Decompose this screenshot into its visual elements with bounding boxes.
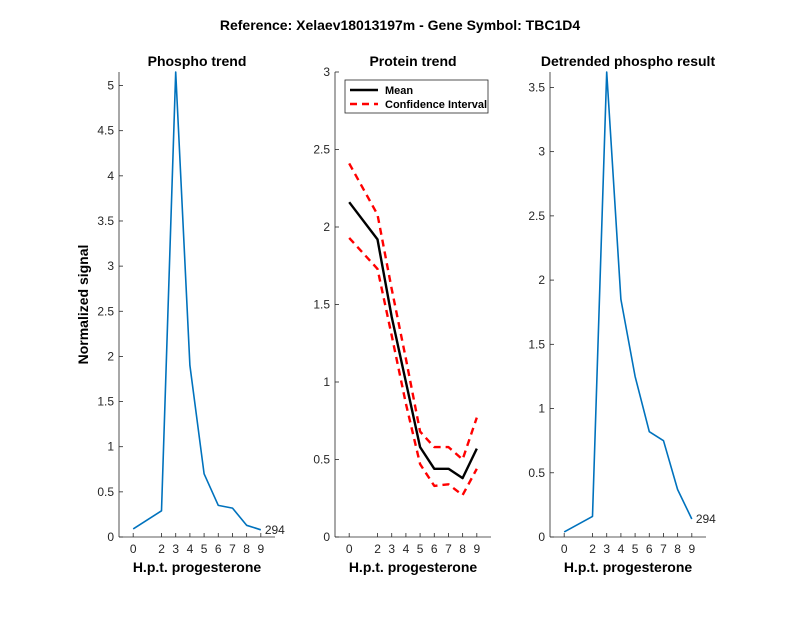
y-tick-label: 2 — [107, 349, 114, 363]
x-tick-label: 2 — [589, 542, 596, 556]
y-tick-label: 3 — [538, 145, 545, 159]
y-tick-label: 2 — [538, 273, 545, 287]
y-tick-label: 0.5 — [528, 466, 545, 480]
x-tick-label: 9 — [688, 542, 695, 556]
figure-title: Reference: Xelaev18013197m - Gene Symbol… — [220, 17, 580, 33]
x-tick-label: 0 — [561, 542, 568, 556]
x-tick-label: 4 — [403, 542, 410, 556]
y-tick-label: 0 — [107, 530, 114, 544]
y-tick-label: 1 — [107, 440, 114, 454]
x-tick-label: 3 — [603, 542, 610, 556]
panel-title: Phospho trend — [148, 53, 247, 69]
y-tick-label: 1 — [323, 375, 330, 389]
x-tick-label: 7 — [229, 542, 236, 556]
x-axis-label: H.p.t. progesterone — [349, 559, 478, 575]
series-line-confidence-interval-lower — [348, 237, 478, 497]
legend: Mean Confidence Interval — [344, 79, 489, 114]
y-tick-label: 2.5 — [313, 143, 330, 157]
y-axis-label: Normalized signal — [75, 245, 91, 365]
y-tick-label: 3.5 — [528, 80, 545, 94]
x-tick-label: 7 — [445, 542, 452, 556]
x-tick-label: 8 — [243, 542, 250, 556]
panel-title: Detrended phospho result — [541, 53, 716, 69]
y-tick-label: 1.5 — [97, 395, 114, 409]
x-tick-label: 3 — [172, 542, 179, 556]
legend-entry-label: Confidence Interval — [385, 99, 487, 111]
point-annotation: 294 — [696, 512, 716, 526]
x-axis-label: H.p.t. progesterone — [133, 559, 262, 575]
x-tick-label: 2 — [374, 542, 381, 556]
x-tick-label: 5 — [632, 542, 639, 556]
y-tick-label: 1 — [538, 402, 545, 416]
y-tick-label: 3 — [323, 65, 330, 79]
series-line-mean — [348, 201, 478, 480]
x-tick-label: 8 — [459, 542, 466, 556]
x-tick-label: 0 — [130, 542, 137, 556]
y-tick-label: 2 — [323, 220, 330, 234]
y-tick-label: 2.5 — [97, 304, 114, 318]
series-line-detrended — [563, 71, 693, 533]
x-tick-label: 7 — [660, 542, 667, 556]
x-tick-label: 4 — [618, 542, 625, 556]
y-tick-label: 5 — [107, 79, 114, 93]
x-tick-label: 5 — [201, 542, 208, 556]
x-tick-label: 6 — [215, 542, 222, 556]
y-tick-label: 1.5 — [528, 337, 545, 351]
y-tick-label: 2.5 — [528, 209, 545, 223]
x-tick-label: 6 — [646, 542, 653, 556]
y-tick-label: 4 — [107, 169, 114, 183]
y-tick-label: 0 — [323, 530, 330, 544]
y-tick-label: 0.5 — [97, 485, 114, 499]
series-line-phospho — [132, 71, 262, 531]
point-annotation: 294 — [265, 523, 285, 537]
x-tick-label: 2 — [158, 542, 165, 556]
panel-title: Protein trend — [369, 53, 456, 69]
x-tick-label: 3 — [388, 542, 395, 556]
y-tick-label: 1.5 — [313, 298, 330, 312]
x-tick-label: 0 — [346, 542, 353, 556]
x-tick-label: 8 — [674, 542, 681, 556]
x-tick-label: 9 — [473, 542, 480, 556]
x-axis-label: H.p.t. progesterone — [564, 559, 693, 575]
x-tick-label: 4 — [187, 542, 194, 556]
x-tick-label: 5 — [417, 542, 424, 556]
x-tick-label: 9 — [257, 542, 264, 556]
y-tick-label: 3.5 — [97, 214, 114, 228]
y-tick-label: 3 — [107, 259, 114, 273]
legend-box — [344, 79, 489, 114]
y-tick-label: 4.5 — [97, 124, 114, 138]
y-tick-label: 0.5 — [313, 453, 330, 467]
y-tick-label: 0 — [538, 530, 545, 544]
x-tick-label: 6 — [431, 542, 438, 556]
series-line-confidence-interval-upper — [348, 162, 478, 461]
legend-entry-label: Mean — [385, 85, 413, 97]
